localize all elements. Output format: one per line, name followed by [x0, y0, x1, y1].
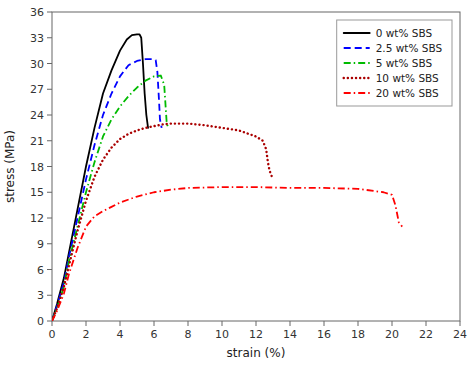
series-line [52, 76, 168, 321]
y-tick [47, 192, 52, 193]
x-tick [426, 321, 427, 326]
x-tick [290, 321, 291, 326]
y-tick [47, 12, 52, 13]
y-tick-label: 36 [30, 6, 44, 19]
y-tick-label: 27 [30, 83, 44, 96]
y-tick [47, 295, 52, 296]
y-tick-label: 0 [37, 315, 44, 328]
legend-label: 10 wt% SBS [376, 72, 439, 84]
x-tick [324, 321, 325, 326]
y-tick-label: 3 [37, 289, 44, 302]
x-tick [222, 321, 223, 326]
legend-label: 0 wt% SBS [376, 27, 433, 39]
legend-swatch [344, 77, 370, 79]
x-axis-label: strain (%) [227, 346, 286, 360]
x-tick [86, 321, 87, 326]
x-tick-label: 8 [185, 328, 192, 341]
x-tick-label: 20 [385, 328, 399, 341]
x-tick-label: 14 [283, 328, 297, 341]
x-tick-label: 12 [249, 328, 263, 341]
y-tick-label: 33 [30, 32, 44, 45]
y-tick [47, 269, 52, 270]
x-tick [188, 321, 189, 326]
x-tick-label: 6 [151, 328, 158, 341]
plot-area [52, 12, 460, 321]
plot-frame [52, 12, 460, 321]
chart: 0246810121416182022240369121518212427303… [0, 0, 474, 365]
y-tick-label: 30 [30, 58, 44, 71]
legend-box [337, 20, 452, 106]
y-axis-label: stress (MPa) [3, 130, 17, 203]
x-tick [392, 321, 393, 326]
series-line [52, 124, 273, 321]
axes: 0246810121416182022240369121518212427303… [30, 6, 467, 341]
x-tick [52, 321, 53, 326]
x-tick [120, 321, 121, 326]
x-tick [256, 321, 257, 326]
x-tick [460, 321, 461, 326]
legend-label: 5 wt% SBS [376, 57, 433, 69]
y-tick-label: 21 [30, 135, 44, 148]
legend-label: 2.5 wt% SBS [376, 42, 443, 54]
x-tick-label: 4 [117, 328, 124, 341]
y-tick-label: 9 [37, 238, 44, 251]
legend: 0 wt% SBS 2.5 wt% SBS 5 wt% SBS 10 wt% SBS 2… [337, 20, 452, 106]
y-tick [47, 140, 52, 141]
legend-swatch [344, 92, 370, 94]
y-tick-label: 24 [30, 109, 44, 122]
series-line [52, 59, 162, 321]
y-tick [47, 243, 52, 244]
y-tick [47, 115, 52, 116]
legend-swatch [344, 47, 370, 49]
x-tick-label: 10 [215, 328, 229, 341]
x-tick-label: 24 [453, 328, 467, 341]
y-tick-label: 18 [30, 161, 44, 174]
y-tick-label: 15 [30, 186, 44, 199]
y-tick-label: 6 [37, 264, 44, 277]
x-tick-label: 18 [351, 328, 365, 341]
legend-swatch [344, 32, 370, 34]
y-tick-label: 12 [30, 212, 44, 225]
y-tick [47, 37, 52, 38]
y-tick [47, 89, 52, 90]
y-tick [47, 63, 52, 64]
x-tick [154, 321, 155, 326]
series-line [52, 187, 402, 321]
x-tick [358, 321, 359, 326]
y-tick [47, 166, 52, 167]
x-tick-label: 2 [83, 328, 90, 341]
x-tick-label: 22 [419, 328, 433, 341]
y-tick [47, 321, 52, 322]
legend-swatch [344, 62, 370, 64]
legend-label: 20 wt% SBS [376, 87, 439, 99]
y-tick [47, 218, 52, 219]
x-tick-label: 0 [49, 328, 56, 341]
x-tick-label: 16 [317, 328, 331, 341]
